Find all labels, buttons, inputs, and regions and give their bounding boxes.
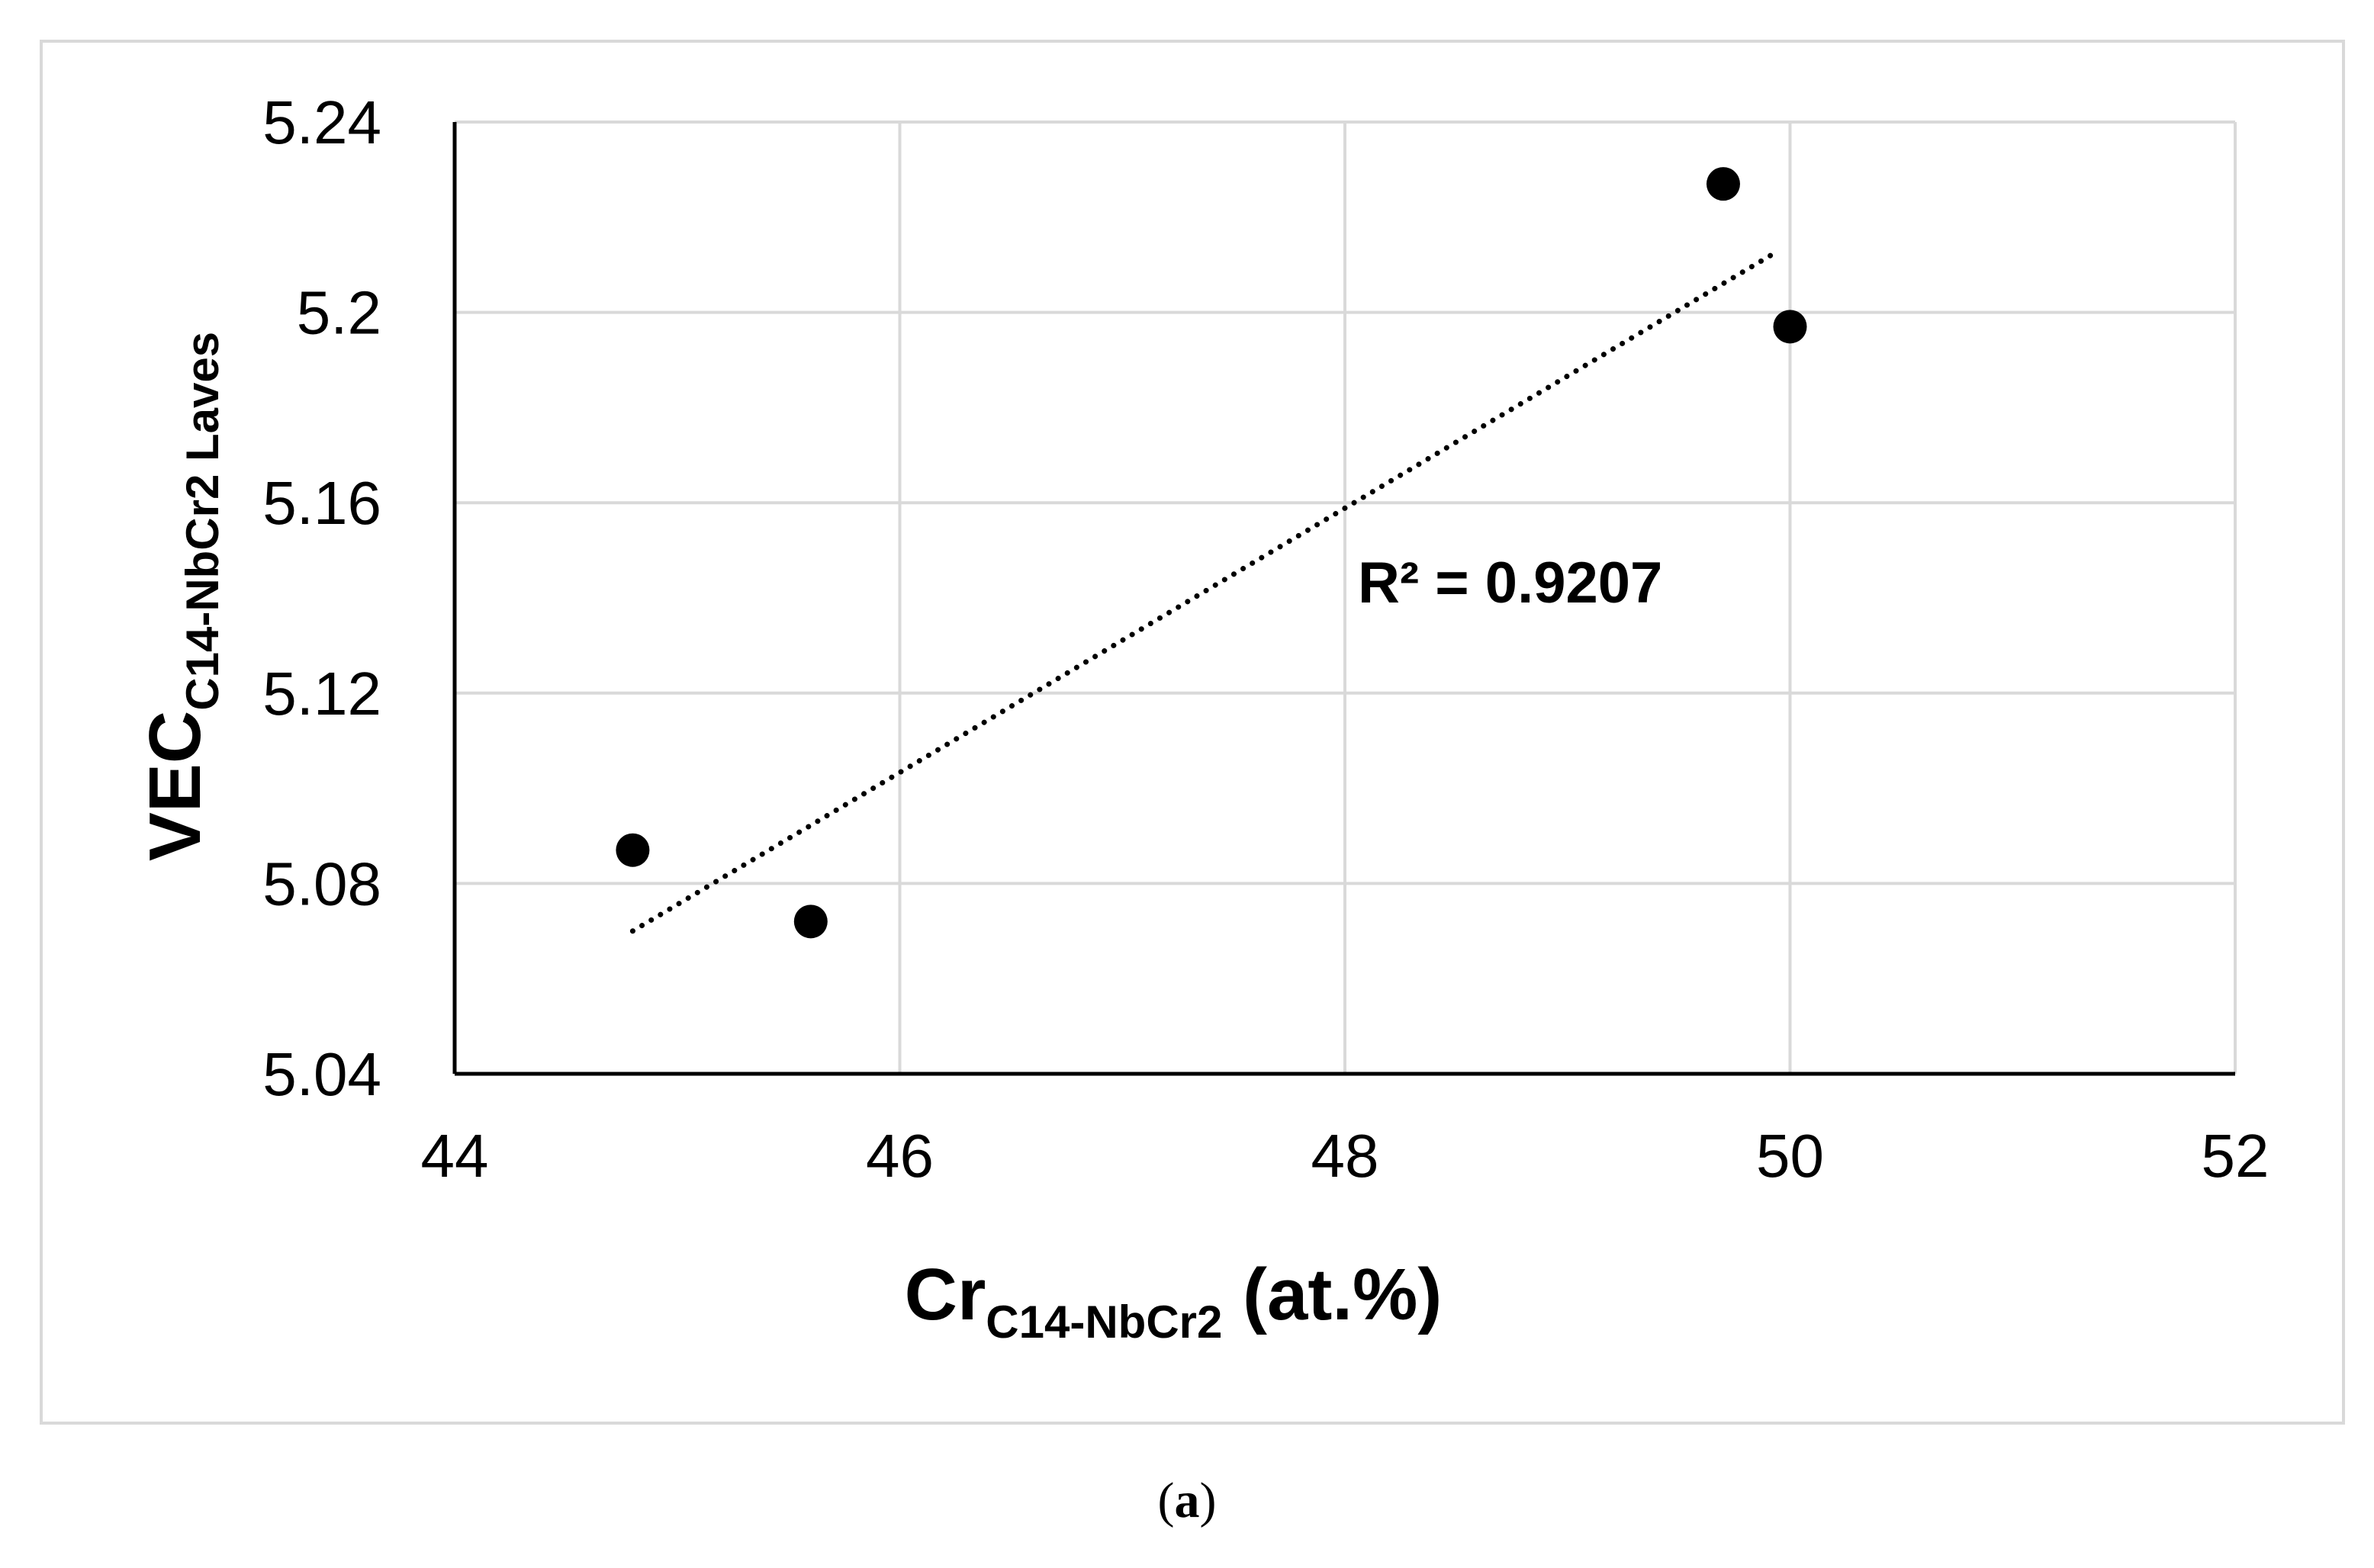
x-tick-label: 46 [866, 1122, 934, 1190]
trendline [629, 247, 1782, 934]
panel-label: (a) [0, 1472, 2374, 1530]
y-tick-label: 5.24 [262, 88, 381, 156]
data-points [616, 167, 1807, 939]
y-tick-label: 5.08 [262, 850, 381, 917]
axes [452, 122, 2235, 1076]
grid-lines [455, 120, 2237, 1074]
data-point [1706, 167, 1740, 201]
chart-frame [40, 40, 2345, 1425]
chart-labels: R² = 0.9207 CrC14-NbCr2 (at.%) VECC14-Nb… [134, 332, 1662, 1348]
data-point [616, 833, 650, 867]
r-squared-annotation: R² = 0.9207 [1358, 551, 1662, 615]
y-axis-title-subscript: C14-NbCr2 Laves [177, 332, 228, 711]
y-tick-label: 5.12 [262, 660, 381, 728]
y-tick-label: 5.16 [262, 469, 381, 537]
x-axis-title-main: Cr [905, 1254, 986, 1335]
trendline-dotted [629, 247, 1782, 934]
panel-label-open: ( [1157, 1473, 1175, 1528]
y-axis-title-main: VEC [134, 711, 216, 861]
x-axis-title-subscript: C14-NbCr2 [986, 1296, 1222, 1348]
y-tick-label: 5.2 [297, 279, 381, 347]
x-axis-title: CrC14-NbCr2 (at.%) [905, 1254, 1443, 1348]
panel-label-letter: a [1174, 1473, 1200, 1528]
x-tick-label: 44 [421, 1122, 489, 1190]
x-axis-title-suffix: (at.%) [1222, 1254, 1442, 1335]
y-tick-label: 5.04 [262, 1040, 381, 1108]
tick-labels: 44 46 48 50 52 5.04 5.08 5.12 5.16 5.2 5.24 [262, 88, 2269, 1190]
data-point [1773, 310, 1807, 344]
panel-label-close: ) [1199, 1473, 1217, 1528]
x-tick-label: 50 [1756, 1122, 1824, 1190]
y-axis-title: VECC14-NbCr2 Laves [134, 332, 228, 861]
x-tick-label: 48 [1311, 1122, 1379, 1190]
data-point [793, 904, 828, 939]
x-tick-label: 52 [2202, 1122, 2269, 1190]
